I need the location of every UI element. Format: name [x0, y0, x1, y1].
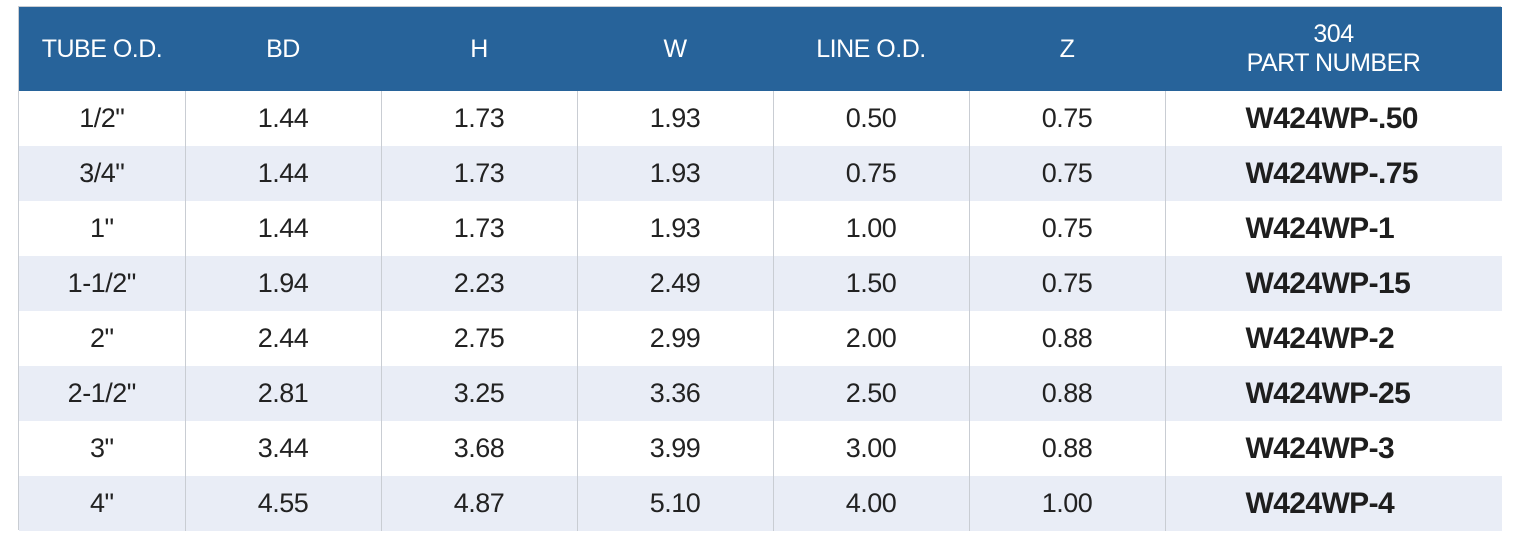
cell-tube-od: 2" [89, 323, 114, 353]
cell-part-number: W424WP-1 [1164, 201, 1502, 256]
table-row: 3/4" 1.44 1.73 1.93 0.75 0.75 W424WP-.75 [19, 146, 1502, 201]
header-h: H [470, 34, 488, 63]
table-row: 4" 4.55 4.87 5.10 4.00 1.00 W424WP-4 [19, 476, 1502, 531]
cell-h: 3.68 [380, 421, 577, 476]
cell-bd: 2.44 [184, 311, 381, 366]
cell-h: 2.75 [380, 311, 577, 366]
cell-w: 3.36 [576, 366, 773, 421]
cell-tube-od: 2-1/2" [67, 378, 137, 408]
cell-bd: 1.44 [184, 146, 381, 201]
cell-line-od: 0.75 [772, 146, 969, 201]
cell-tube-od: 3/4" [79, 158, 125, 188]
header-part-number-grade: 304 [1313, 20, 1354, 48]
parts-table: TUBE O.D. BD H W LINE O.D. Z 304 PART NU… [19, 7, 1502, 531]
table-row: 1/2" 1.44 1.73 1.93 0.50 0.75 W424WP-.50 [19, 91, 1502, 146]
header-row: TUBE O.D. BD H W LINE O.D. Z 304 PART NU… [19, 7, 1502, 91]
cell-z: 0.88 [968, 366, 1165, 421]
cell-line-od: 1.50 [772, 256, 969, 311]
cell-w: 1.93 [576, 201, 773, 256]
cell-w: 2.49 [576, 256, 773, 311]
cell-z: 0.75 [968, 146, 1165, 201]
cell-bd: 3.44 [184, 421, 381, 476]
table-body: 1/2" 1.44 1.73 1.93 0.50 0.75 W424WP-.50 3/4" 1.… [19, 91, 1502, 531]
cell-h: 1.73 [380, 201, 577, 256]
cell-w: 1.93 [576, 91, 773, 146]
cell-h: 3.25 [380, 366, 577, 421]
cell-part-number: W424WP-2 [1164, 311, 1502, 366]
cell-z: 1.00 [968, 476, 1165, 531]
cell-part-number: W424WP-25 [1164, 366, 1502, 421]
header-z: Z [1059, 34, 1075, 63]
cell-line-od: 2.00 [772, 311, 969, 366]
cell-tube-od: 1" [89, 213, 114, 243]
cell-h: 2.23 [380, 256, 577, 311]
parts-table-container: TUBE O.D. BD H W LINE O.D. Z 304 PART NU… [18, 6, 1502, 531]
cell-z: 0.75 [968, 256, 1165, 311]
cell-h: 1.73 [380, 146, 577, 201]
cell-bd: 1.44 [184, 91, 381, 146]
cell-line-od: 0.50 [772, 91, 969, 146]
table-header: TUBE O.D. BD H W LINE O.D. Z 304 PART NU… [19, 7, 1502, 91]
cell-bd: 4.55 [184, 476, 381, 531]
cell-tube-od: 1-1/2" [67, 268, 137, 298]
cell-part-number: W424WP-4 [1164, 476, 1502, 531]
header-part-number-label: PART NUMBER [1246, 49, 1421, 77]
cell-h: 1.73 [380, 91, 577, 146]
cell-z: 0.75 [968, 201, 1165, 256]
cell-h: 4.87 [380, 476, 577, 531]
cell-z: 0.88 [968, 421, 1165, 476]
cell-bd: 1.94 [184, 256, 381, 311]
cell-part-number: W424WP-.50 [1164, 91, 1502, 146]
cell-w: 5.10 [576, 476, 773, 531]
header-w: W [663, 34, 687, 63]
cell-part-number: W424WP-3 [1164, 421, 1502, 476]
table-row: 1-1/2" 1.94 2.23 2.49 1.50 0.75 W424WP-15 [19, 256, 1502, 311]
cell-line-od: 2.50 [772, 366, 969, 421]
table-row: 1" 1.44 1.73 1.93 1.00 0.75 W424WP-1 [19, 201, 1502, 256]
header-part-number: 304 PART NUMBER [1165, 7, 1502, 91]
cell-z: 0.88 [968, 311, 1165, 366]
header-tube-od: TUBE O.D. [41, 34, 163, 63]
cell-bd: 2.81 [184, 366, 381, 421]
table-row: 3" 3.44 3.68 3.99 3.00 0.88 W424WP-3 [19, 421, 1502, 476]
cell-tube-od: 3" [89, 433, 114, 463]
cell-w: 1.93 [576, 146, 773, 201]
table-row: 2-1/2" 2.81 3.25 3.36 2.50 0.88 W424WP-25 [19, 366, 1502, 421]
cell-part-number: W424WP-15 [1164, 256, 1502, 311]
header-line-od: LINE O.D. [816, 34, 926, 63]
cell-w: 3.99 [576, 421, 773, 476]
cell-line-od: 3.00 [772, 421, 969, 476]
cell-bd: 1.44 [184, 201, 381, 256]
header-bd: BD [266, 34, 300, 63]
cell-w: 2.99 [576, 311, 773, 366]
cell-part-number: W424WP-.75 [1164, 146, 1502, 201]
cell-line-od: 4.00 [772, 476, 969, 531]
cell-line-od: 1.00 [772, 201, 969, 256]
table-row: 2" 2.44 2.75 2.99 2.00 0.88 W424WP-2 [19, 311, 1502, 366]
cell-tube-od: 1/2" [79, 103, 125, 133]
cell-z: 0.75 [968, 91, 1165, 146]
cell-tube-od: 4" [89, 488, 114, 518]
